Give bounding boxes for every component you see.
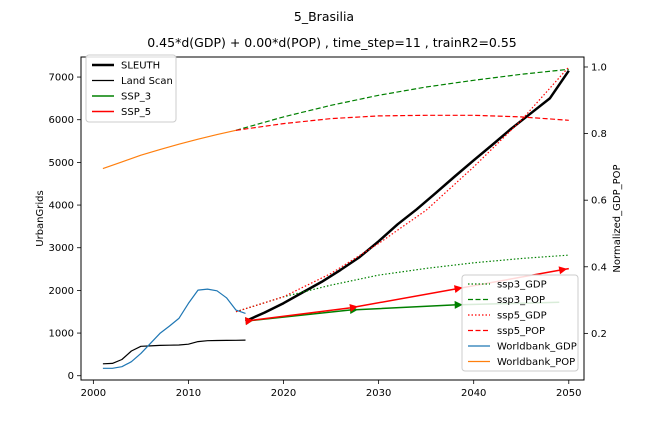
legend-box <box>85 54 177 123</box>
arrow-marker-ssp-5 <box>244 317 254 326</box>
x-tick-label: 2030 <box>366 388 391 399</box>
y-left-tick-label: 7000 <box>49 73 74 84</box>
series-line-ssp5-pop <box>235 114 569 131</box>
series-line-worldbank-gdp <box>102 288 246 369</box>
legend-label-land-scan: Land Scan <box>121 76 173 87</box>
legend-label-worldbank-pop: Worldbank_POP <box>497 357 575 368</box>
legend-label-sleuth: SLEUTH <box>121 61 160 72</box>
y-right-tick-label: 0.2 <box>591 329 607 340</box>
y-left-tick-label: 3000 <box>49 243 74 254</box>
axes: 2000 2010 2020 2030 2040 2050 0 1000 2000 3000 400… <box>35 56 623 399</box>
y-right-axis-label: Normalized_GDP_POP <box>612 164 623 272</box>
y-right-tick-label: 0.6 <box>591 196 607 207</box>
legend-label-ssp3-gdp: ssp3_GDP <box>497 280 547 291</box>
legend-label-ssp3-pop: ssp3_POP <box>497 295 545 306</box>
legend-label-ssp5-pop: ssp5_POP <box>497 326 545 337</box>
legend-label-ssp5-gdp: ssp5_GDP <box>497 311 547 322</box>
series-line-land-scan <box>102 339 246 365</box>
x-tick-label: 2020 <box>271 388 296 399</box>
legend-left: SLEUTH Land Scan SSP_3 SSP_5 <box>85 54 177 123</box>
y-left-tick-label: 0 <box>68 371 74 382</box>
legend-box <box>461 274 579 372</box>
legend-label-ssp-3: SSP_3 <box>121 92 151 103</box>
chart-suptitle: 5_Brasilia <box>294 9 354 24</box>
plot-area <box>102 66 570 369</box>
plot-frame <box>80 56 585 381</box>
y-left-tick-label: 6000 <box>49 115 74 126</box>
arrow-marker-ssp-5 <box>558 266 568 275</box>
series-line-ssp5-gdp <box>235 66 570 313</box>
x-tick-label: 2040 <box>461 388 486 399</box>
legend-right: ssp3_GDP ssp3_POP ssp5_GDP ssp5_POP Worldban… <box>461 274 579 372</box>
chart-title: 0.45*d(GDP) + 0.00*d(POP) , time_step=11… <box>147 35 517 50</box>
y-right-tick-label: 0.4 <box>591 262 607 273</box>
x-tick-label: 2050 <box>556 388 581 399</box>
x-tick-label: 2010 <box>176 388 201 399</box>
y-left-axis-label: UrbanGrids <box>35 190 46 246</box>
x-tick-label: 2000 <box>81 388 106 399</box>
y-right-tick-label: 0.8 <box>591 129 607 140</box>
arrow-marker-ssp-5 <box>349 303 358 312</box>
arrow-marker-ssp-3 <box>454 300 463 309</box>
y-right-tick-label: 1.0 <box>591 62 607 73</box>
y-left-tick-label: 1000 <box>49 329 74 340</box>
legend-label-worldbank-gdp: Worldbank_GDP <box>497 342 577 353</box>
y-left-tick-label: 5000 <box>49 158 74 169</box>
series-line-worldbank-pop <box>102 129 237 170</box>
y-left-tick-label: 4000 <box>49 201 74 212</box>
arrow-marker-ssp-5 <box>453 285 463 294</box>
legend-label-ssp-5: SSP_5 <box>121 107 151 118</box>
y-left-tick-label: 2000 <box>49 286 74 297</box>
series-line-sleuth <box>244 69 570 323</box>
